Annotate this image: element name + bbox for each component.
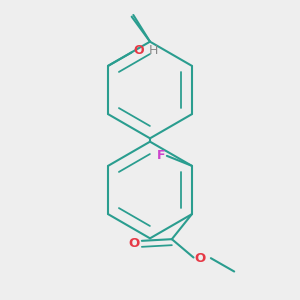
Text: O: O [133, 44, 144, 57]
Text: O: O [128, 237, 139, 250]
Text: H: H [149, 44, 158, 57]
Text: F: F [157, 149, 165, 162]
Text: O: O [195, 252, 206, 265]
